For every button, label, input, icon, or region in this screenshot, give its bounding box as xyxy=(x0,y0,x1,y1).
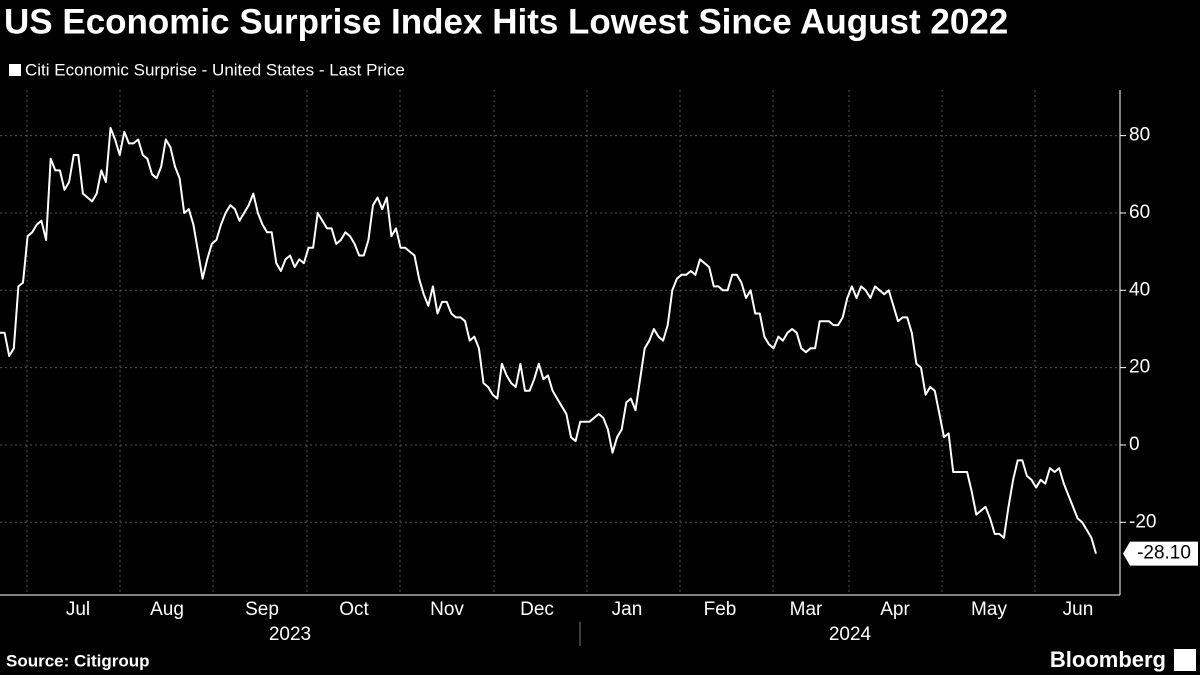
x-tick-label: Aug xyxy=(150,599,184,620)
year-label: 2024 xyxy=(829,624,872,645)
legend-swatch xyxy=(9,64,21,76)
x-tick-label: Dec xyxy=(520,599,554,620)
y-tick-label: 20 xyxy=(1129,357,1150,378)
y-tick-label: 0 xyxy=(1129,434,1140,455)
y-tick-label: 80 xyxy=(1129,125,1150,146)
brand-icon xyxy=(1174,649,1196,671)
x-tick-label: Apr xyxy=(880,599,910,620)
last-price-label: -28.10 xyxy=(1137,543,1191,564)
source: Source: Citigroup xyxy=(6,651,150,670)
chart-title: US Economic Surprise Index Hits Lowest S… xyxy=(4,2,1008,41)
x-tick-label: Mar xyxy=(790,599,823,620)
x-tick-label: Sep xyxy=(245,599,279,620)
y-tick-label: 60 xyxy=(1129,202,1150,223)
line xyxy=(0,126,1097,554)
x-tick-label: Jan xyxy=(612,599,643,620)
brand: Bloomberg xyxy=(1050,647,1166,672)
last-price-tag xyxy=(1123,541,1198,566)
x-tick-label: May xyxy=(971,599,1007,620)
x-tick-label: Jul xyxy=(66,599,90,620)
y-tick-label: 40 xyxy=(1129,279,1150,300)
x-tick-label: Oct xyxy=(339,599,369,620)
y-tick-label: -20 xyxy=(1129,511,1156,532)
x-tick-label: Feb xyxy=(704,599,737,620)
x-tick-label: Nov xyxy=(430,599,464,620)
x-tick-label: Jun xyxy=(1063,599,1094,620)
year-label: 2023 xyxy=(269,624,311,645)
legend-label: Citi Economic Surprise - United States -… xyxy=(25,60,405,79)
